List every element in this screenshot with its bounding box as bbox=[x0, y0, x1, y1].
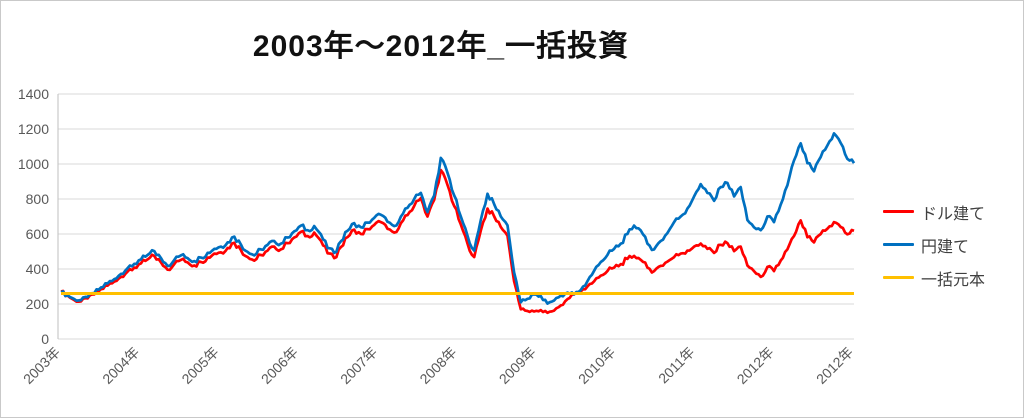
y-tick-label: 1200 bbox=[18, 121, 49, 137]
series-lines bbox=[60, 132, 856, 315]
x-tick-label: 2008年 bbox=[416, 344, 459, 387]
series-dollar-path bbox=[60, 168, 855, 315]
x-tick-label: 2003年 bbox=[20, 344, 63, 387]
legend-item-yen: 円建て bbox=[883, 235, 985, 256]
legend-swatch-dollar bbox=[883, 210, 914, 213]
y-tick-label: 200 bbox=[26, 296, 50, 312]
legend-swatch-yen bbox=[883, 243, 914, 246]
y-tick-label: 600 bbox=[26, 226, 50, 242]
legend-label-yen: 円建て bbox=[921, 238, 970, 256]
x-tick-label: 2005年 bbox=[178, 344, 221, 387]
y-tick-label: 800 bbox=[26, 191, 50, 207]
legend-label-dollar: ドル建て bbox=[921, 205, 986, 223]
x-tick-label: 2012年 bbox=[734, 344, 777, 387]
series-yen-path bbox=[60, 132, 856, 305]
y-tick-label: 400 bbox=[26, 261, 50, 277]
x-tick-label: 2009年 bbox=[496, 344, 539, 387]
legend-swatch-principal bbox=[883, 276, 914, 279]
y-tick-label: 1000 bbox=[18, 156, 49, 172]
y-axis-labels: 0 200 400 600 800 1000 1200 1400 bbox=[18, 86, 49, 347]
x-tick-label: 2007年 bbox=[337, 344, 380, 387]
gridlines bbox=[57, 93, 854, 340]
legend-item-dollar: ドル建て bbox=[883, 202, 986, 223]
x-tick-label: 2010年 bbox=[575, 344, 618, 387]
legend: ドル建て 円建て 一括元本 bbox=[883, 202, 986, 289]
chart-title: 2003年～2012年_一括投資 bbox=[252, 30, 630, 63]
x-tick-label: 2012年 bbox=[813, 344, 856, 387]
legend-item-principal: 一括元本 bbox=[883, 268, 986, 289]
x-tick-label: 2006年 bbox=[258, 344, 301, 387]
y-tick-label: 0 bbox=[41, 331, 49, 347]
x-axis-labels: 2003年 2004年 2005年 2006年 2007年 2008年 2009年 2010年… bbox=[20, 344, 856, 387]
y-tick-label: 1400 bbox=[18, 86, 49, 102]
x-tick-label: 2004年 bbox=[99, 344, 142, 387]
legend-label-principal: 一括元本 bbox=[921, 271, 986, 289]
x-tick-label: 2011年 bbox=[655, 344, 698, 387]
